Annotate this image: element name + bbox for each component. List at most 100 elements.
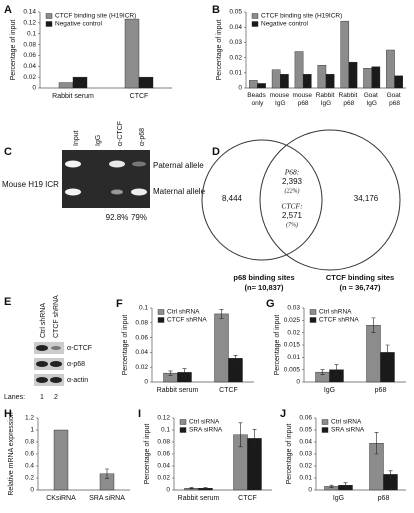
- venn-count: 2,571: [282, 211, 303, 220]
- y-tick-label: 1: [30, 427, 34, 434]
- y-tick-label: 0.05: [229, 9, 242, 16]
- panel-label: J: [280, 408, 286, 420]
- y-tick-label: 0.06: [23, 52, 36, 59]
- y-tick-label: 0.08: [157, 439, 170, 446]
- region-label: Mouse H19 ICR: [2, 180, 59, 189]
- error-bar: [320, 369, 325, 375]
- panel-label: C: [4, 146, 12, 158]
- legend-label: CTCF binding site (H19ICR): [261, 13, 342, 20]
- gel-band: [132, 161, 146, 167]
- x-tick-label: Rabbit p68: [339, 92, 360, 107]
- y-tick-label: 0.08: [23, 41, 36, 48]
- panel-label: F: [116, 298, 123, 310]
- x-tick-label: IgG: [333, 495, 344, 502]
- error-bar: [343, 482, 348, 488]
- y-axis-label: Percentage of input: [274, 315, 281, 376]
- y-tick-label: 0.8: [25, 439, 34, 446]
- blot-band: [51, 346, 61, 350]
- venn-label: CTCF:: [281, 202, 302, 211]
- error-bar: [385, 344, 390, 361]
- y-axis-label: Percentage of input: [216, 20, 223, 81]
- panel-label: E: [4, 296, 11, 308]
- bar: [386, 49, 395, 89]
- blot-strip: [34, 374, 64, 386]
- x-tick-label: Beads only: [247, 92, 267, 107]
- lane-label: Input: [73, 130, 80, 146]
- y-tick-label: 0: [30, 487, 34, 494]
- bar: [271, 69, 281, 89]
- bar: [371, 66, 381, 89]
- y-tick-label: 1.2: [25, 415, 34, 422]
- y-axis-label: Percentage of input: [144, 424, 151, 485]
- x-tick-label: Rabbit serum: [52, 93, 94, 100]
- x-tick-label: mouse IgG: [270, 92, 291, 107]
- legend-label: Ctrl siRNA: [189, 419, 220, 426]
- bar: [294, 51, 304, 89]
- x-tick-label: CTCF: [130, 93, 149, 100]
- venn-percent: (22%): [285, 187, 300, 194]
- x-tick-label: CKsiRNA: [46, 495, 76, 502]
- lane-label: IgG: [95, 135, 102, 146]
- y-tick-label: 0.02: [229, 54, 242, 61]
- y-tick-label: 0.02: [135, 364, 148, 371]
- antibody-label: α-actin: [67, 377, 88, 384]
- y-tick-label: 0.01: [229, 70, 242, 77]
- lane-label: α-CTCF: [117, 121, 124, 146]
- venn-circle: [201, 139, 323, 261]
- legend-swatch: [321, 427, 329, 433]
- y-tick-label: 0.04: [157, 463, 170, 470]
- x-tick-label: CTCF: [238, 495, 257, 502]
- bar: [124, 18, 140, 89]
- legend-swatch: [251, 13, 259, 19]
- legend-label: Ctrl shRNA: [167, 309, 200, 316]
- y-tick-label: 0.03: [299, 451, 312, 458]
- gel-band: [111, 189, 123, 195]
- x-tick-label: Goat p68: [387, 92, 403, 107]
- y-tick-label: 0.05: [299, 427, 312, 434]
- bar: [363, 68, 372, 89]
- y-axis-label: Percentage of input: [122, 315, 129, 376]
- x-tick-label: SRA siRNA: [89, 495, 125, 502]
- y-axis-label: Percentage of input: [10, 20, 17, 81]
- bar: [228, 358, 243, 383]
- blot-band: [36, 377, 48, 383]
- bar: [138, 76, 154, 89]
- lanes-label: Lanes:: [4, 394, 25, 401]
- legend-label: SRA siRNA: [189, 427, 223, 434]
- y-tick-label: 0.03: [229, 39, 242, 46]
- x-tick-label: Goat IgG: [364, 92, 380, 107]
- venn-set-n: (n = 36,747): [339, 283, 381, 292]
- y-tick-label: 0.02: [287, 329, 300, 336]
- y-tick-label: 0.4: [25, 463, 34, 470]
- bar: [348, 61, 358, 89]
- y-tick-label: 0.04: [229, 24, 242, 31]
- y-tick-label: 0.02: [23, 74, 36, 81]
- legend-swatch: [251, 21, 259, 27]
- y-tick-label: 0.6: [25, 451, 34, 458]
- bar: [366, 325, 381, 383]
- error-bar: [105, 468, 109, 479]
- y-tick-label: 0.1: [139, 305, 148, 312]
- error-bar: [374, 432, 379, 455]
- y-tick-label: 0.04: [23, 63, 36, 70]
- legend-swatch: [45, 21, 53, 27]
- x-tick-label: mouse p68: [292, 92, 313, 107]
- lane-number: 1: [40, 394, 44, 401]
- allele-label: Paternal allele: [153, 161, 204, 170]
- error-bar: [168, 370, 173, 376]
- x-tick-label: p68: [378, 495, 390, 502]
- error-bar: [238, 422, 243, 448]
- bar: [302, 74, 312, 89]
- y-tick-label: 0.2: [25, 475, 34, 482]
- legend-swatch: [309, 317, 317, 323]
- legend-label: Ctrl shRNA: [319, 309, 352, 316]
- lane-number: 2: [54, 394, 58, 401]
- error-bar: [371, 317, 376, 333]
- bar: [248, 80, 258, 89]
- error-bar: [219, 309, 224, 319]
- x-tick-label: Rabbit serum: [157, 387, 199, 394]
- blot-strip: [34, 342, 64, 354]
- legend-swatch: [157, 317, 165, 323]
- venn-count: 8,444: [222, 194, 243, 203]
- y-tick-label: 0.1: [27, 30, 36, 37]
